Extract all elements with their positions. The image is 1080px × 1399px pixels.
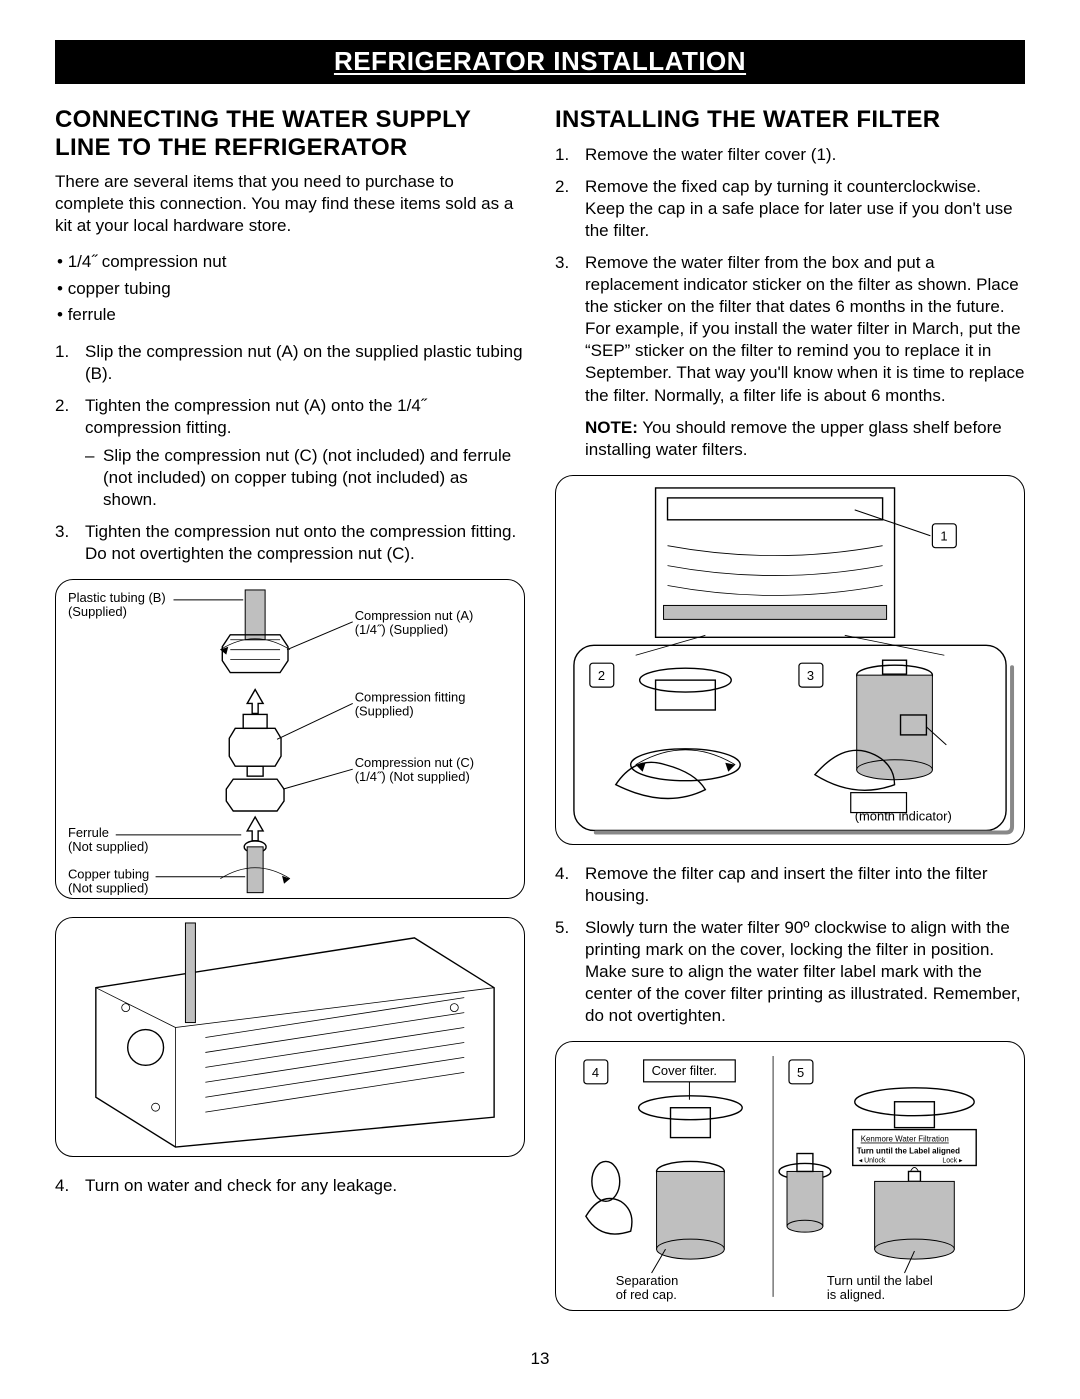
label-copper-tubing: Copper tubing(Not supplied) xyxy=(68,867,149,896)
step-text: Tighten the compression nut onto the com… xyxy=(85,522,516,563)
callout-1: 1 xyxy=(940,529,947,544)
label-comp-nut-a: Compression nut (A)(1/4˝) (Supplied) xyxy=(355,608,474,637)
callout-2: 2 xyxy=(598,668,605,683)
note: NOTE: You should remove the upper glass … xyxy=(585,417,1025,461)
right-column: INSTALLING THE WATER FILTER Remove the w… xyxy=(555,106,1025,1329)
label-comp-fitting: Compression fitting(Supplied) xyxy=(355,690,466,719)
label-lock: Lock ▸ xyxy=(942,1158,963,1165)
step-text: Slowly turn the water filter 90º clockwi… xyxy=(585,918,1021,1025)
callout-5: 5 xyxy=(797,1065,804,1080)
note-text: You should remove the upper glass shelf … xyxy=(585,418,1002,459)
list-item: Remove the filter cap and insert the fil… xyxy=(555,863,1025,907)
label-unlock: ◂ Unlock xyxy=(859,1158,886,1165)
label-align-small: Turn until the Label aligned xyxy=(857,1147,960,1156)
left-steps: Slip the compression nut (A) on the supp… xyxy=(55,341,525,566)
list-item: Tighten the compression nut onto the com… xyxy=(55,521,525,565)
step-text: Remove the water filter from the box and… xyxy=(585,253,1024,405)
right-heading: INSTALLING THE WATER FILTER xyxy=(555,106,1025,134)
label-comp-nut-c: Compression nut (C)(1/4˝) (Not supplied) xyxy=(355,756,474,785)
figure-filter-steps-45: 4 Cover filter. Separationof red cap. xyxy=(555,1041,1025,1311)
callout-4: 4 xyxy=(592,1065,599,1080)
list-item: Slowly turn the water filter 90º clockwi… xyxy=(555,917,1025,1027)
list-item: copper tubing xyxy=(57,276,525,302)
list-item: Remove the water filter from the box and… xyxy=(555,252,1025,407)
list-item: Tighten the compression nut (A) onto the… xyxy=(55,395,525,511)
figure-back-panel xyxy=(55,917,525,1157)
label-plastic-tubing: Plastic tubing (B)(Supplied) xyxy=(68,590,166,619)
callout-3: 3 xyxy=(807,668,814,683)
list-item: Remove the water filter cover (1). xyxy=(555,144,1025,166)
left-steps-cont: Turn on water and check for any leakage. xyxy=(55,1175,525,1197)
right-steps-a: Remove the water filter cover (1). Remov… xyxy=(555,144,1025,407)
step-text: Remove the fixed cap by turning it count… xyxy=(585,177,1013,240)
label-brand: Kenmore Water Filtration xyxy=(861,1135,949,1144)
step-text: Tighten the compression nut (A) onto the… xyxy=(85,396,426,437)
label-cover-filter: Cover filter. xyxy=(652,1063,717,1078)
list-item: Turn on water and check for any leakage. xyxy=(55,1175,525,1197)
list-item: Remove the fixed cap by turning it count… xyxy=(555,176,1025,242)
figure-filter-steps-123: 1 2 xyxy=(555,475,1025,845)
label-separation: Separationof red cap. xyxy=(616,1273,679,1302)
list-item: Slip the compression nut (A) on the supp… xyxy=(55,341,525,385)
left-column: CONNECTING THE WATER SUPPLY LINE TO THE … xyxy=(55,106,525,1329)
note-label: NOTE: xyxy=(585,418,638,437)
list-item: 1/4˝ compression nut xyxy=(57,249,525,275)
list-item: ferrule xyxy=(57,302,525,328)
left-intro: There are several items that you need to… xyxy=(55,171,525,237)
right-steps-b: Remove the filter cap and insert the fil… xyxy=(555,863,1025,1028)
page-number: 13 xyxy=(55,1349,1025,1369)
left-bullets: 1/4˝ compression nut copper tubing ferru… xyxy=(57,249,525,328)
columns: CONNECTING THE WATER SUPPLY LINE TO THE … xyxy=(55,106,1025,1329)
step-text: Remove the filter cap and insert the fil… xyxy=(585,864,988,905)
substep: Slip the compression nut (C) (not includ… xyxy=(85,445,525,511)
step-text: Remove the water filter cover (1). xyxy=(585,145,836,164)
step-text: Turn on water and check for any leakage. xyxy=(85,1176,397,1195)
figure-compression: Plastic tubing (B)(Supplied) Ferrule(Not… xyxy=(55,579,525,899)
step-text: Slip the compression nut (A) on the supp… xyxy=(85,342,523,383)
label-turn: Turn until the labelis aligned. xyxy=(827,1273,933,1302)
page-banner: REFRIGERATOR INSTALLATION xyxy=(55,40,1025,84)
label-ferrule: Ferrule(Not supplied) xyxy=(68,825,149,854)
left-heading: CONNECTING THE WATER SUPPLY LINE TO THE … xyxy=(55,106,525,161)
